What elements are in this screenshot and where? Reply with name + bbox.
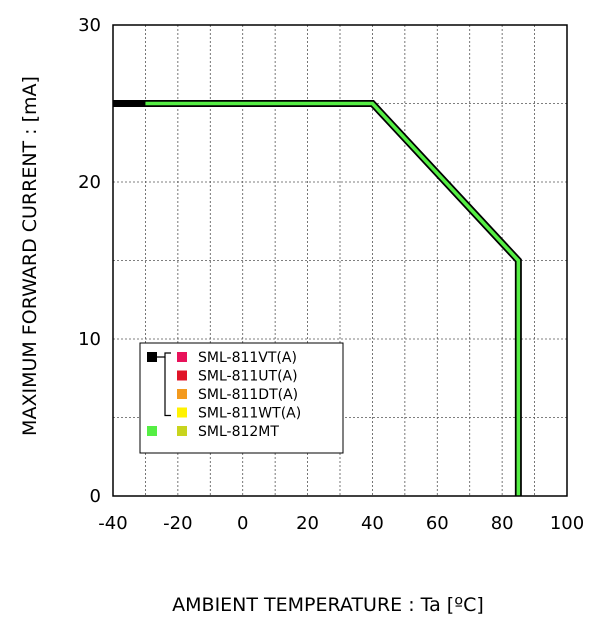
tick-labels: -40 -20 0 20 40 60 80 100 0 10 20 30: [78, 15, 584, 534]
legend-bracket-side: [164, 357, 171, 417]
y-tick-label: 30: [78, 15, 101, 36]
legend-group-marker-black: [147, 352, 157, 362]
x-tick-label: -40: [98, 513, 127, 534]
legend-swatch: [177, 370, 187, 381]
legend-box: [139, 342, 344, 454]
legend-swatch: [177, 407, 187, 418]
y-tick-label: 10: [78, 329, 101, 350]
legend-swatch: [177, 389, 187, 399]
legend: SML-811VT(A) SML-811UT(A) SML-811DT(A) SML-…: [139, 342, 344, 454]
legend-label: SML-811UT(A): [198, 369, 298, 385]
legend-label: SML-812MT: [198, 424, 279, 440]
x-tick-label: 100: [550, 513, 584, 534]
y-tick-label: 0: [90, 486, 101, 507]
x-tick-label: 0: [237, 513, 248, 534]
x-tick-label: 40: [361, 513, 384, 534]
plot-frame: [112, 24, 568, 497]
legend-label: SML-811WT(A): [198, 406, 301, 422]
x-axis-title: AMBIENT TEMPERATURE : Ta [ºC]: [172, 594, 484, 616]
series-layer: [113, 100, 522, 496]
legend-swatch: [177, 426, 187, 436]
series-line-sml-812mt: [145, 101, 521, 496]
x-tick-label: -20: [163, 513, 192, 534]
legend-group-marker-green: [147, 426, 157, 436]
legend-bracket-top: [157, 352, 171, 358]
legend-label: SML-811DT(A): [198, 387, 298, 403]
x-tick-label: 20: [296, 513, 319, 534]
x-tick-label: 80: [491, 513, 514, 534]
legend-swatch: [177, 352, 187, 362]
y-tick-label: 20: [78, 172, 101, 193]
legend-label: SML-811VT(A): [198, 350, 297, 366]
x-tick-label: 60: [426, 513, 449, 534]
y-axis-title: MAXIMUM FORWARD CURRENT : [mA]: [19, 76, 41, 436]
